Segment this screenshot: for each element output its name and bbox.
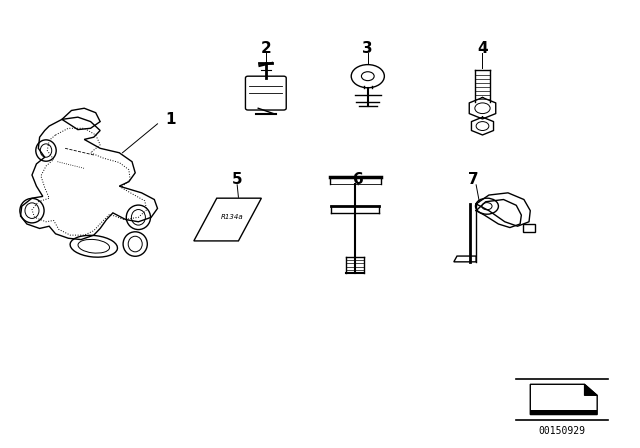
Text: 5: 5 (232, 172, 243, 187)
Text: 7: 7 (468, 172, 478, 187)
Bar (531, 410, 597, 414)
Text: R134a: R134a (221, 214, 243, 220)
Text: 4: 4 (477, 41, 488, 56)
Polygon shape (584, 384, 597, 396)
Text: 6: 6 (353, 172, 364, 187)
Text: 1: 1 (165, 112, 175, 127)
Text: 3: 3 (362, 41, 373, 56)
Text: 00150929: 00150929 (539, 426, 586, 436)
Text: 2: 2 (260, 41, 271, 56)
